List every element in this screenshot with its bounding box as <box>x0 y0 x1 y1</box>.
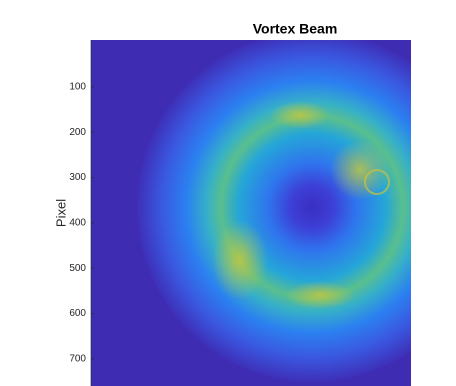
fringe <box>364 169 390 195</box>
y-tick-label: 500 <box>69 263 86 274</box>
hot-spot <box>285 281 355 309</box>
y-tick-label: 600 <box>69 308 86 319</box>
y-axis-label: Pixel <box>53 199 68 227</box>
image <box>91 40 411 386</box>
chart-title: Vortex Beam <box>253 21 338 37</box>
hot-spot <box>212 220 268 300</box>
y-tick-label: 200 <box>69 127 86 138</box>
y-tick-label: 300 <box>69 172 86 183</box>
hot-spot <box>270 101 330 129</box>
y-tick-label: 400 <box>69 217 86 228</box>
y-tick-label: 100 <box>69 81 86 92</box>
y-tick-label: 700 <box>69 353 86 364</box>
hot-spot <box>330 140 390 200</box>
